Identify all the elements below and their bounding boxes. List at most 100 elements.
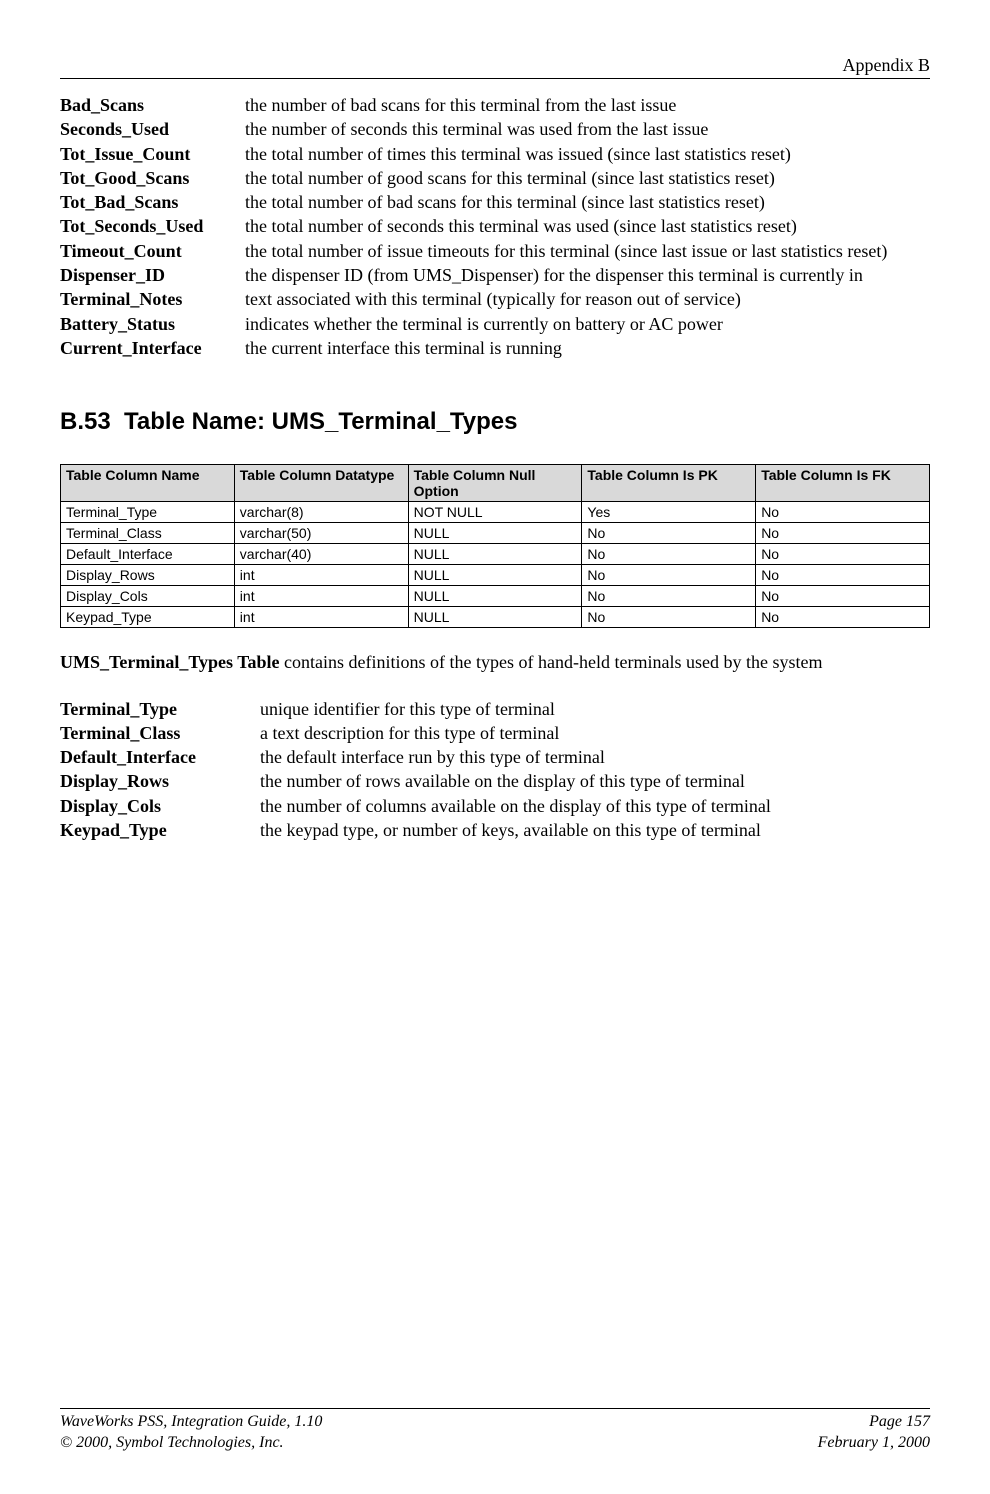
table-cell: NULL — [408, 544, 582, 565]
table-cell: NULL — [408, 586, 582, 607]
definition-desc: the default interface run by this type o… — [260, 745, 930, 769]
section-number: B.53 — [60, 408, 111, 435]
definition-row: Keypad_Typethe keypad type, or number of… — [60, 818, 930, 842]
definition-term: Tot_Good_Scans — [60, 166, 245, 190]
table-cell: int — [234, 607, 408, 628]
table-cell: No — [582, 607, 756, 628]
table-header-cell: Table Column Name — [61, 465, 235, 502]
definition-desc: text associated with this terminal (typi… — [245, 287, 930, 311]
table-cell: varchar(40) — [234, 544, 408, 565]
table-row: Display_ColsintNULLNoNo — [61, 586, 930, 607]
definition-desc: the current interface this terminal is r… — [245, 336, 930, 360]
table-cell: NOT NULL — [408, 502, 582, 523]
definition-term: Tot_Bad_Scans — [60, 190, 245, 214]
definition-row: Display_Rowsthe number of rows available… — [60, 769, 930, 793]
definition-term: Bad_Scans — [60, 93, 245, 117]
table-cell: No — [582, 565, 756, 586]
table-cell: NULL — [408, 523, 582, 544]
table-desc-rest: contains definitions of the types of han… — [280, 652, 823, 672]
table-row: Default_Interfacevarchar(40)NULLNoNo — [61, 544, 930, 565]
table-cell: Display_Cols — [61, 586, 235, 607]
definition-row: Timeout_Countthe total number of issue t… — [60, 239, 930, 263]
definition-row: Display_Colsthe number of columns availa… — [60, 794, 930, 818]
definition-desc: the dispenser ID (from UMS_Dispenser) fo… — [245, 263, 930, 287]
table-header-cell: Table Column Datatype — [234, 465, 408, 502]
definition-desc: the total number of times this terminal … — [245, 142, 930, 166]
footer-left-1: WaveWorks PSS, Integration Guide, 1.10 — [60, 1412, 322, 1433]
footer-left-2: © 2000, Symbol Technologies, Inc. — [60, 1433, 284, 1454]
definition-term: Tot_Issue_Count — [60, 142, 245, 166]
definition-row: Dispenser_IDthe dispenser ID (from UMS_D… — [60, 263, 930, 287]
table-cell: NULL — [408, 607, 582, 628]
definition-row: Tot_Issue_Countthe total number of times… — [60, 142, 930, 166]
table-cell: No — [756, 502, 930, 523]
table-cell: Yes — [582, 502, 756, 523]
table-cell: NULL — [408, 565, 582, 586]
definition-desc: the total number of seconds this termina… — [245, 214, 930, 238]
footer-right-1: Page 157 — [869, 1412, 930, 1433]
definition-term: Keypad_Type — [60, 818, 260, 842]
definition-term: Timeout_Count — [60, 239, 245, 263]
definition-desc: unique identifier for this type of termi… — [260, 697, 930, 721]
definition-term: Battery_Status — [60, 312, 245, 336]
table-cell: Default_Interface — [61, 544, 235, 565]
table-header-cell: Table Column Is PK — [582, 465, 756, 502]
definition-desc: the number of seconds this terminal was … — [245, 117, 930, 141]
table-row: Terminal_Typevarchar(8)NOT NULLYesNo — [61, 502, 930, 523]
table-desc-bold: UMS_Terminal_Types Table — [60, 652, 280, 672]
footer-right-2: February 1, 2000 — [818, 1433, 930, 1454]
definition-desc: the total number of bad scans for this t… — [245, 190, 930, 214]
definition-term: Current_Interface — [60, 336, 245, 360]
definition-row: Terminal_Notestext associated with this … — [60, 287, 930, 311]
top-rule — [60, 78, 930, 79]
definition-desc: the number of bad scans for this termina… — [245, 93, 930, 117]
table-cell: Display_Rows — [61, 565, 235, 586]
definition-row: Terminal_Classa text description for thi… — [60, 721, 930, 745]
definition-term: Terminal_Notes — [60, 287, 245, 311]
definition-desc: the number of rows available on the disp… — [260, 769, 930, 793]
section-title: B.53 Table Name: UMS_Terminal_Types — [60, 408, 930, 436]
definition-desc: the keypad type, or number of keys, avai… — [260, 818, 930, 842]
definition-term: Display_Cols — [60, 794, 260, 818]
spec-table: Table Column NameTable Column Datatype Ta… — [60, 464, 930, 628]
table-cell: No — [582, 523, 756, 544]
definition-desc: indicates whether the terminal is curren… — [245, 312, 930, 336]
header-label: Appendix B — [60, 55, 930, 76]
table-cell: int — [234, 586, 408, 607]
table-cell: No — [756, 607, 930, 628]
definition-row: Terminal_Typeunique identifier for this … — [60, 697, 930, 721]
table-row: Terminal_Classvarchar(50)NULLNoNo — [61, 523, 930, 544]
definition-row: Current_Interfacethe current interface t… — [60, 336, 930, 360]
table-cell: Terminal_Class — [61, 523, 235, 544]
definition-row: Bad_Scansthe number of bad scans for thi… — [60, 93, 930, 117]
table-cell: varchar(50) — [234, 523, 408, 544]
table-cell: int — [234, 565, 408, 586]
table-cell: Terminal_Type — [61, 502, 235, 523]
definitions-list-1: Bad_Scansthe number of bad scans for thi… — [60, 93, 930, 360]
footer: WaveWorks PSS, Integration Guide, 1.10 P… — [60, 1408, 930, 1454]
definition-row: Tot_Good_Scansthe total number of good s… — [60, 166, 930, 190]
definition-term: Terminal_Class — [60, 721, 260, 745]
table-row: Display_RowsintNULLNoNo — [61, 565, 930, 586]
table-header-cell: Table Column Is FK — [756, 465, 930, 502]
table-description: UMS_Terminal_Types Table contains defini… — [60, 650, 930, 674]
table-cell: No — [756, 586, 930, 607]
definition-term: Dispenser_ID — [60, 263, 245, 287]
definition-desc: the total number of issue timeouts for t… — [245, 239, 930, 263]
table-cell: No — [582, 586, 756, 607]
definition-term: Tot_Seconds_Used — [60, 214, 245, 238]
definition-term: Display_Rows — [60, 769, 260, 793]
definition-term: Terminal_Type — [60, 697, 260, 721]
definition-row: Battery_Statusindicates whether the term… — [60, 312, 930, 336]
table-cell: No — [756, 565, 930, 586]
table-cell: No — [582, 544, 756, 565]
table-cell: No — [756, 544, 930, 565]
definition-row: Seconds_Usedthe number of seconds this t… — [60, 117, 930, 141]
definition-row: Tot_Bad_Scansthe total number of bad sca… — [60, 190, 930, 214]
table-cell: varchar(8) — [234, 502, 408, 523]
definition-row: Tot_Seconds_Usedthe total number of seco… — [60, 214, 930, 238]
bottom-rule — [60, 1408, 930, 1409]
table-cell: No — [756, 523, 930, 544]
definition-desc: a text description for this type of term… — [260, 721, 930, 745]
definition-desc: the total number of good scans for this … — [245, 166, 930, 190]
